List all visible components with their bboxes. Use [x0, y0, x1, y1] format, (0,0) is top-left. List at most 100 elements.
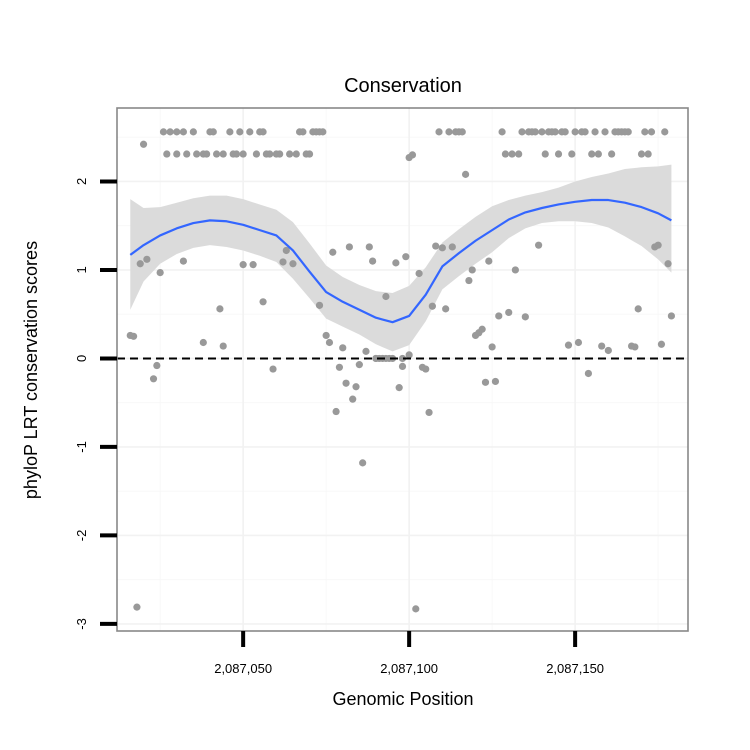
data-point: [395, 384, 403, 392]
data-point: [136, 260, 144, 268]
data-point: [332, 407, 340, 416]
data-point: [634, 305, 642, 313]
y-tick-label: 2: [74, 178, 89, 185]
data-point: [286, 150, 294, 158]
data-point: [405, 351, 413, 359]
data-point: [226, 128, 234, 136]
data-point: [478, 325, 486, 333]
data-point: [402, 253, 410, 261]
data-point: [276, 150, 284, 158]
data-point: [362, 347, 370, 355]
data-point: [305, 150, 314, 158]
data-point: [130, 332, 138, 340]
data-point: [173, 150, 181, 158]
data-point: [647, 128, 656, 136]
data-point: [495, 312, 503, 320]
data-point: [259, 128, 267, 136]
y-tick-label: -3: [74, 618, 89, 630]
data-point: [442, 305, 450, 313]
data-point: [325, 338, 334, 347]
data-point: [329, 248, 337, 256]
data-point: [369, 257, 377, 265]
data-point: [601, 128, 609, 136]
data-point: [568, 150, 576, 158]
data-point: [521, 313, 529, 321]
data-point: [319, 128, 327, 136]
data-point: [156, 269, 164, 277]
data-point: [252, 150, 261, 158]
data-point: [488, 343, 496, 351]
data-point: [461, 170, 470, 178]
data-point: [501, 150, 510, 158]
data-point: [564, 341, 573, 349]
data-point: [345, 243, 353, 251]
data-point: [143, 255, 151, 263]
data-point: [415, 269, 423, 278]
data-point: [282, 246, 290, 255]
data-point: [508, 150, 516, 158]
data-point: [193, 150, 201, 158]
data-point: [335, 363, 344, 371]
data-point: [428, 302, 436, 310]
confidence-band-layer: [130, 164, 672, 352]
data-point: [149, 375, 158, 383]
data-point: [445, 128, 453, 136]
data-point: [435, 128, 443, 136]
data-point: [315, 301, 324, 309]
data-point: [661, 128, 669, 136]
y-tick-label: -2: [74, 530, 89, 542]
data-point: [571, 128, 579, 136]
data-point: [594, 150, 602, 158]
data-point: [468, 266, 476, 274]
data-point: [139, 140, 148, 148]
data-point: [538, 128, 546, 136]
data-point: [292, 150, 300, 158]
data-point: [498, 128, 506, 136]
y-axis-label: phyloP LRT conservation scores: [21, 241, 41, 499]
data-point: [266, 150, 274, 158]
data-point: [279, 258, 287, 266]
data-point: [608, 150, 616, 158]
y-tick-label: 0: [74, 355, 89, 362]
data-point: [448, 243, 456, 251]
data-point: [159, 128, 168, 136]
data-point: [408, 151, 417, 159]
data-point: [339, 344, 347, 352]
data-point: [641, 128, 649, 136]
data-point: [322, 331, 330, 340]
x-tick-label: 2,087,150: [546, 661, 604, 676]
data-point: [342, 379, 350, 387]
data-point: [624, 128, 632, 136]
data-point: [359, 459, 367, 467]
data-point: [163, 150, 171, 158]
data-point: [179, 128, 187, 136]
data-point: [631, 343, 639, 351]
data-point: [644, 150, 652, 158]
data-point: [412, 605, 420, 613]
data-point: [392, 259, 400, 267]
data-point: [232, 150, 241, 158]
data-point: [179, 257, 187, 265]
data-point: [667, 312, 676, 320]
data-point: [561, 128, 569, 136]
data-point: [481, 378, 490, 386]
data-point: [199, 338, 207, 347]
data-point: [598, 342, 606, 350]
data-point: [518, 128, 526, 136]
data-point: [425, 408, 433, 417]
data-point: [236, 128, 244, 136]
data-point: [246, 128, 254, 136]
points-layer: [126, 128, 676, 613]
data-point: [212, 150, 221, 158]
data-point: [574, 338, 583, 347]
data-point: [584, 369, 593, 378]
data-point: [219, 342, 227, 350]
data-point: [604, 346, 612, 355]
data-point: [422, 365, 430, 373]
data-point: [349, 395, 357, 403]
data-point: [485, 257, 493, 265]
x-tick-label: 2,087,050: [214, 661, 272, 676]
data-point: [219, 150, 227, 158]
x-tick-label: 2,087,100: [380, 661, 438, 676]
chart-title: Conservation: [344, 75, 462, 97]
